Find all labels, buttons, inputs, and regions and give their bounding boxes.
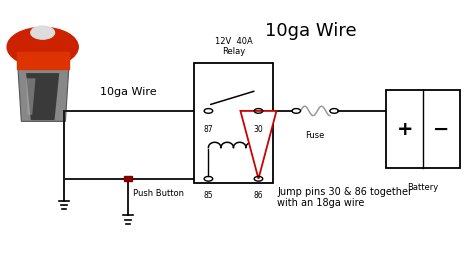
Polygon shape <box>240 111 276 179</box>
Text: Battery: Battery <box>408 183 438 192</box>
Text: 85: 85 <box>204 191 213 199</box>
Polygon shape <box>26 78 36 115</box>
Circle shape <box>7 27 78 67</box>
Text: 87: 87 <box>204 125 213 134</box>
Text: 86: 86 <box>254 191 263 199</box>
Text: 30: 30 <box>254 125 264 134</box>
Polygon shape <box>18 69 69 121</box>
Circle shape <box>31 26 55 39</box>
Text: 10ga Wire: 10ga Wire <box>100 87 156 97</box>
Text: 10ga Wire: 10ga Wire <box>264 22 356 40</box>
Bar <box>194 63 273 183</box>
Text: −: − <box>433 120 450 139</box>
Text: Fuse: Fuse <box>306 130 325 139</box>
Text: +: + <box>396 120 413 139</box>
Text: Jump pins 30 & 86 together
with an 18ga wire: Jump pins 30 & 86 together with an 18ga … <box>277 187 412 208</box>
Bar <box>124 176 132 181</box>
Text: 12V  40A
Relay: 12V 40A Relay <box>215 37 252 56</box>
Text: Push Button: Push Button <box>133 189 184 198</box>
Bar <box>17 52 69 69</box>
Bar <box>386 90 460 168</box>
Polygon shape <box>26 73 59 120</box>
